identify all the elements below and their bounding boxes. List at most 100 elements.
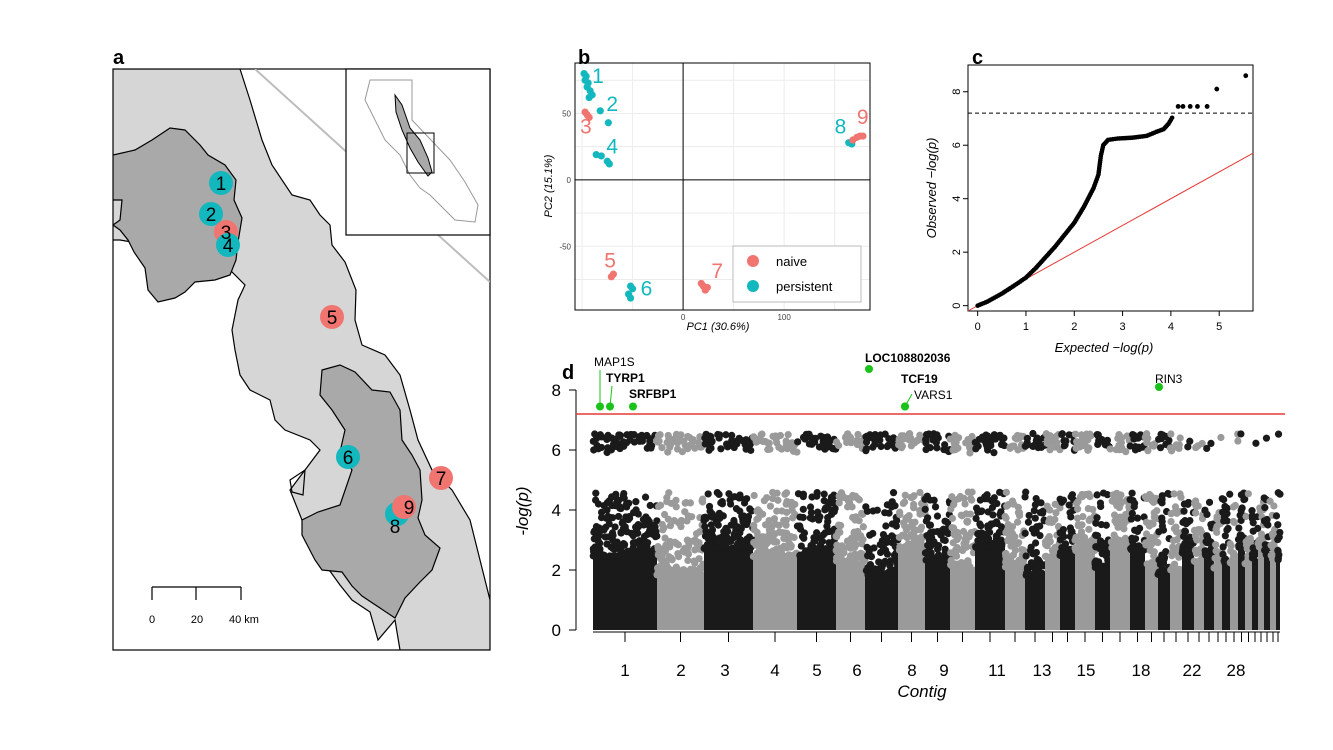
map-sites: 1 234 5 6 7 89	[199, 171, 453, 538]
manhattan-point	[893, 517, 901, 525]
manhattan-point	[683, 517, 691, 525]
manhattan-point	[1030, 442, 1038, 450]
manhattan-point	[825, 539, 833, 547]
manhattan-point	[820, 490, 828, 498]
map-site-6-label: 6	[343, 448, 354, 469]
manhattan-point	[1201, 547, 1209, 555]
manhattan-point	[1168, 549, 1176, 557]
highlighted-snp-RIN3	[1155, 383, 1163, 391]
manhattan-point	[603, 540, 611, 548]
manhattan-point	[1036, 531, 1044, 540]
manhattan-point	[1085, 525, 1093, 533]
manhattan-point	[732, 522, 740, 531]
manhattan-point	[1006, 443, 1014, 451]
manhattan-point	[1158, 499, 1166, 507]
manhattan-point	[994, 534, 1002, 543]
manhattan-point	[641, 493, 650, 501]
manhattan-point	[933, 431, 941, 439]
manhattan-point	[862, 433, 870, 441]
manhattan-point	[885, 435, 893, 443]
manhattan-point	[1252, 439, 1260, 447]
manhattan-contig-label: 3	[720, 661, 729, 680]
manhattan-point	[922, 445, 930, 454]
manhattan-dense-block	[1095, 567, 1110, 630]
manhattan-dense-block	[1170, 570, 1182, 630]
manhattan-point	[594, 537, 602, 545]
manhattan-point	[833, 541, 841, 549]
manhattan-point	[905, 435, 913, 444]
manhattan-point	[1095, 438, 1103, 447]
panel-c: c 0 1 2 3 4 5 0 2 4 6 8 Expected −log(p) Observed …	[924, 47, 1254, 355]
manhattan-point	[1005, 563, 1014, 571]
panel-a: a 0 20 40 km 1 234 5 6 7 89	[112, 47, 491, 651]
manhattan-point	[1023, 563, 1032, 572]
manhattan-point	[815, 516, 823, 524]
manhattan-point	[1004, 537, 1012, 545]
manhattan-point	[673, 569, 682, 577]
manhattan-point	[1229, 517, 1238, 526]
manhattan-point	[783, 508, 791, 516]
qq-y-tick-label: 4	[951, 196, 963, 202]
manhattan-point	[1031, 501, 1039, 509]
manhattan-point	[1047, 435, 1055, 444]
manhattan-point	[1092, 519, 1100, 527]
manhattan-point	[849, 513, 857, 522]
manhattan-point	[1059, 526, 1067, 534]
manhattan-point	[1074, 546, 1082, 554]
manhattan-point	[766, 445, 774, 453]
manhattan-point	[1219, 508, 1227, 516]
manhattan-point	[1002, 514, 1010, 522]
manhattan-point	[824, 513, 832, 522]
manhattan-point	[728, 431, 736, 439]
manhattan-point	[1263, 515, 1271, 524]
manhattan-point	[1258, 534, 1266, 542]
manhattan-point	[730, 516, 738, 525]
manhattan-point	[964, 517, 972, 525]
manhattan-point	[629, 532, 637, 540]
manhattan-point	[1186, 533, 1194, 541]
manhattan-point	[590, 547, 598, 556]
manhattan-point	[869, 443, 877, 451]
manhattan-point	[684, 556, 692, 565]
manhattan-point	[888, 532, 896, 540]
manhattan-point	[979, 543, 988, 552]
manhattan-point	[841, 434, 850, 442]
manhattan-y-tick-label: 0	[552, 621, 561, 640]
manhattan-point	[993, 499, 1001, 508]
manhattan-y-tick-label: 6	[552, 441, 561, 460]
gene-label-VARS1: VARS1	[914, 388, 953, 402]
panel-a-label: a	[113, 47, 125, 69]
manhattan-point	[895, 435, 903, 443]
manhattan-point	[922, 517, 930, 525]
manhattan-point	[1207, 439, 1215, 447]
manhattan-point	[978, 507, 986, 515]
manhattan-point	[849, 558, 857, 566]
manhattan-point	[1021, 529, 1029, 537]
manhattan-point	[1274, 521, 1282, 529]
region-dark-south	[301, 364, 441, 619]
manhattan-dense-block	[865, 575, 898, 630]
manhattan-point	[967, 494, 975, 503]
manhattan-point	[1059, 551, 1067, 560]
manhattan-point	[1181, 539, 1189, 547]
manhattan-point	[823, 433, 832, 441]
manhattan-point	[997, 440, 1006, 449]
manhattan-point	[790, 533, 798, 542]
manhattan-point	[949, 524, 958, 532]
manhattan-point	[752, 438, 760, 446]
manhattan-dense-block	[1245, 563, 1252, 630]
manhattan-point	[640, 521, 648, 529]
manhattan-point	[837, 551, 845, 559]
inset-region	[394, 93, 433, 177]
manhattan-dense-block	[898, 551, 925, 630]
manhattan-point	[1045, 532, 1053, 541]
manhattan-point	[784, 431, 792, 439]
manhattan-point	[1186, 437, 1194, 445]
manhattan-point	[1213, 513, 1221, 521]
manhattan-point	[798, 533, 807, 541]
manhattan-point	[1212, 525, 1220, 533]
highlighted-snp-VARS1	[901, 402, 909, 411]
manhattan-point	[907, 442, 916, 450]
